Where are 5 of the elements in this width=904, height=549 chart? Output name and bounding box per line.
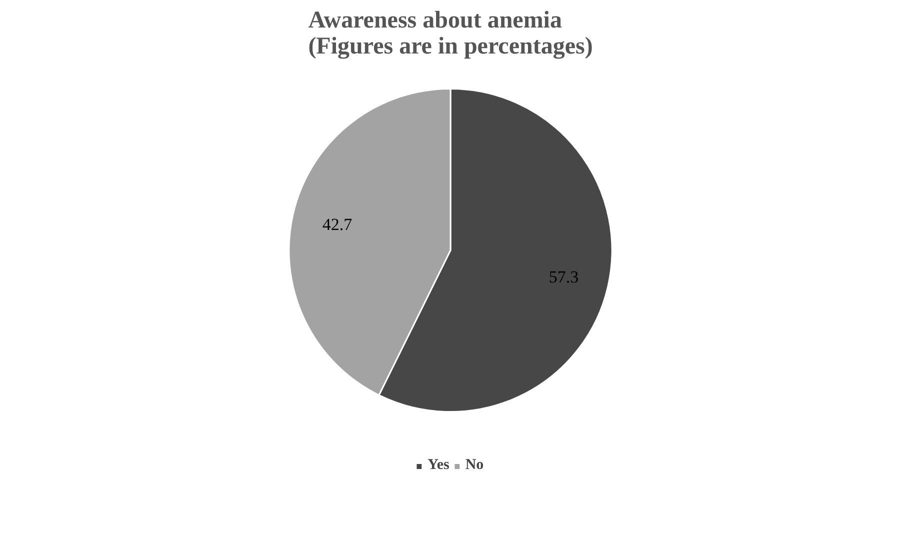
legend-label: No: [465, 457, 485, 474]
chart-title: Awareness about anemia (Figures are in percentages): [308, 8, 593, 60]
data-label: 57.3: [548, 268, 579, 287]
data-label: 42.7: [322, 214, 353, 234]
legend-label: Yes: [428, 457, 450, 474]
